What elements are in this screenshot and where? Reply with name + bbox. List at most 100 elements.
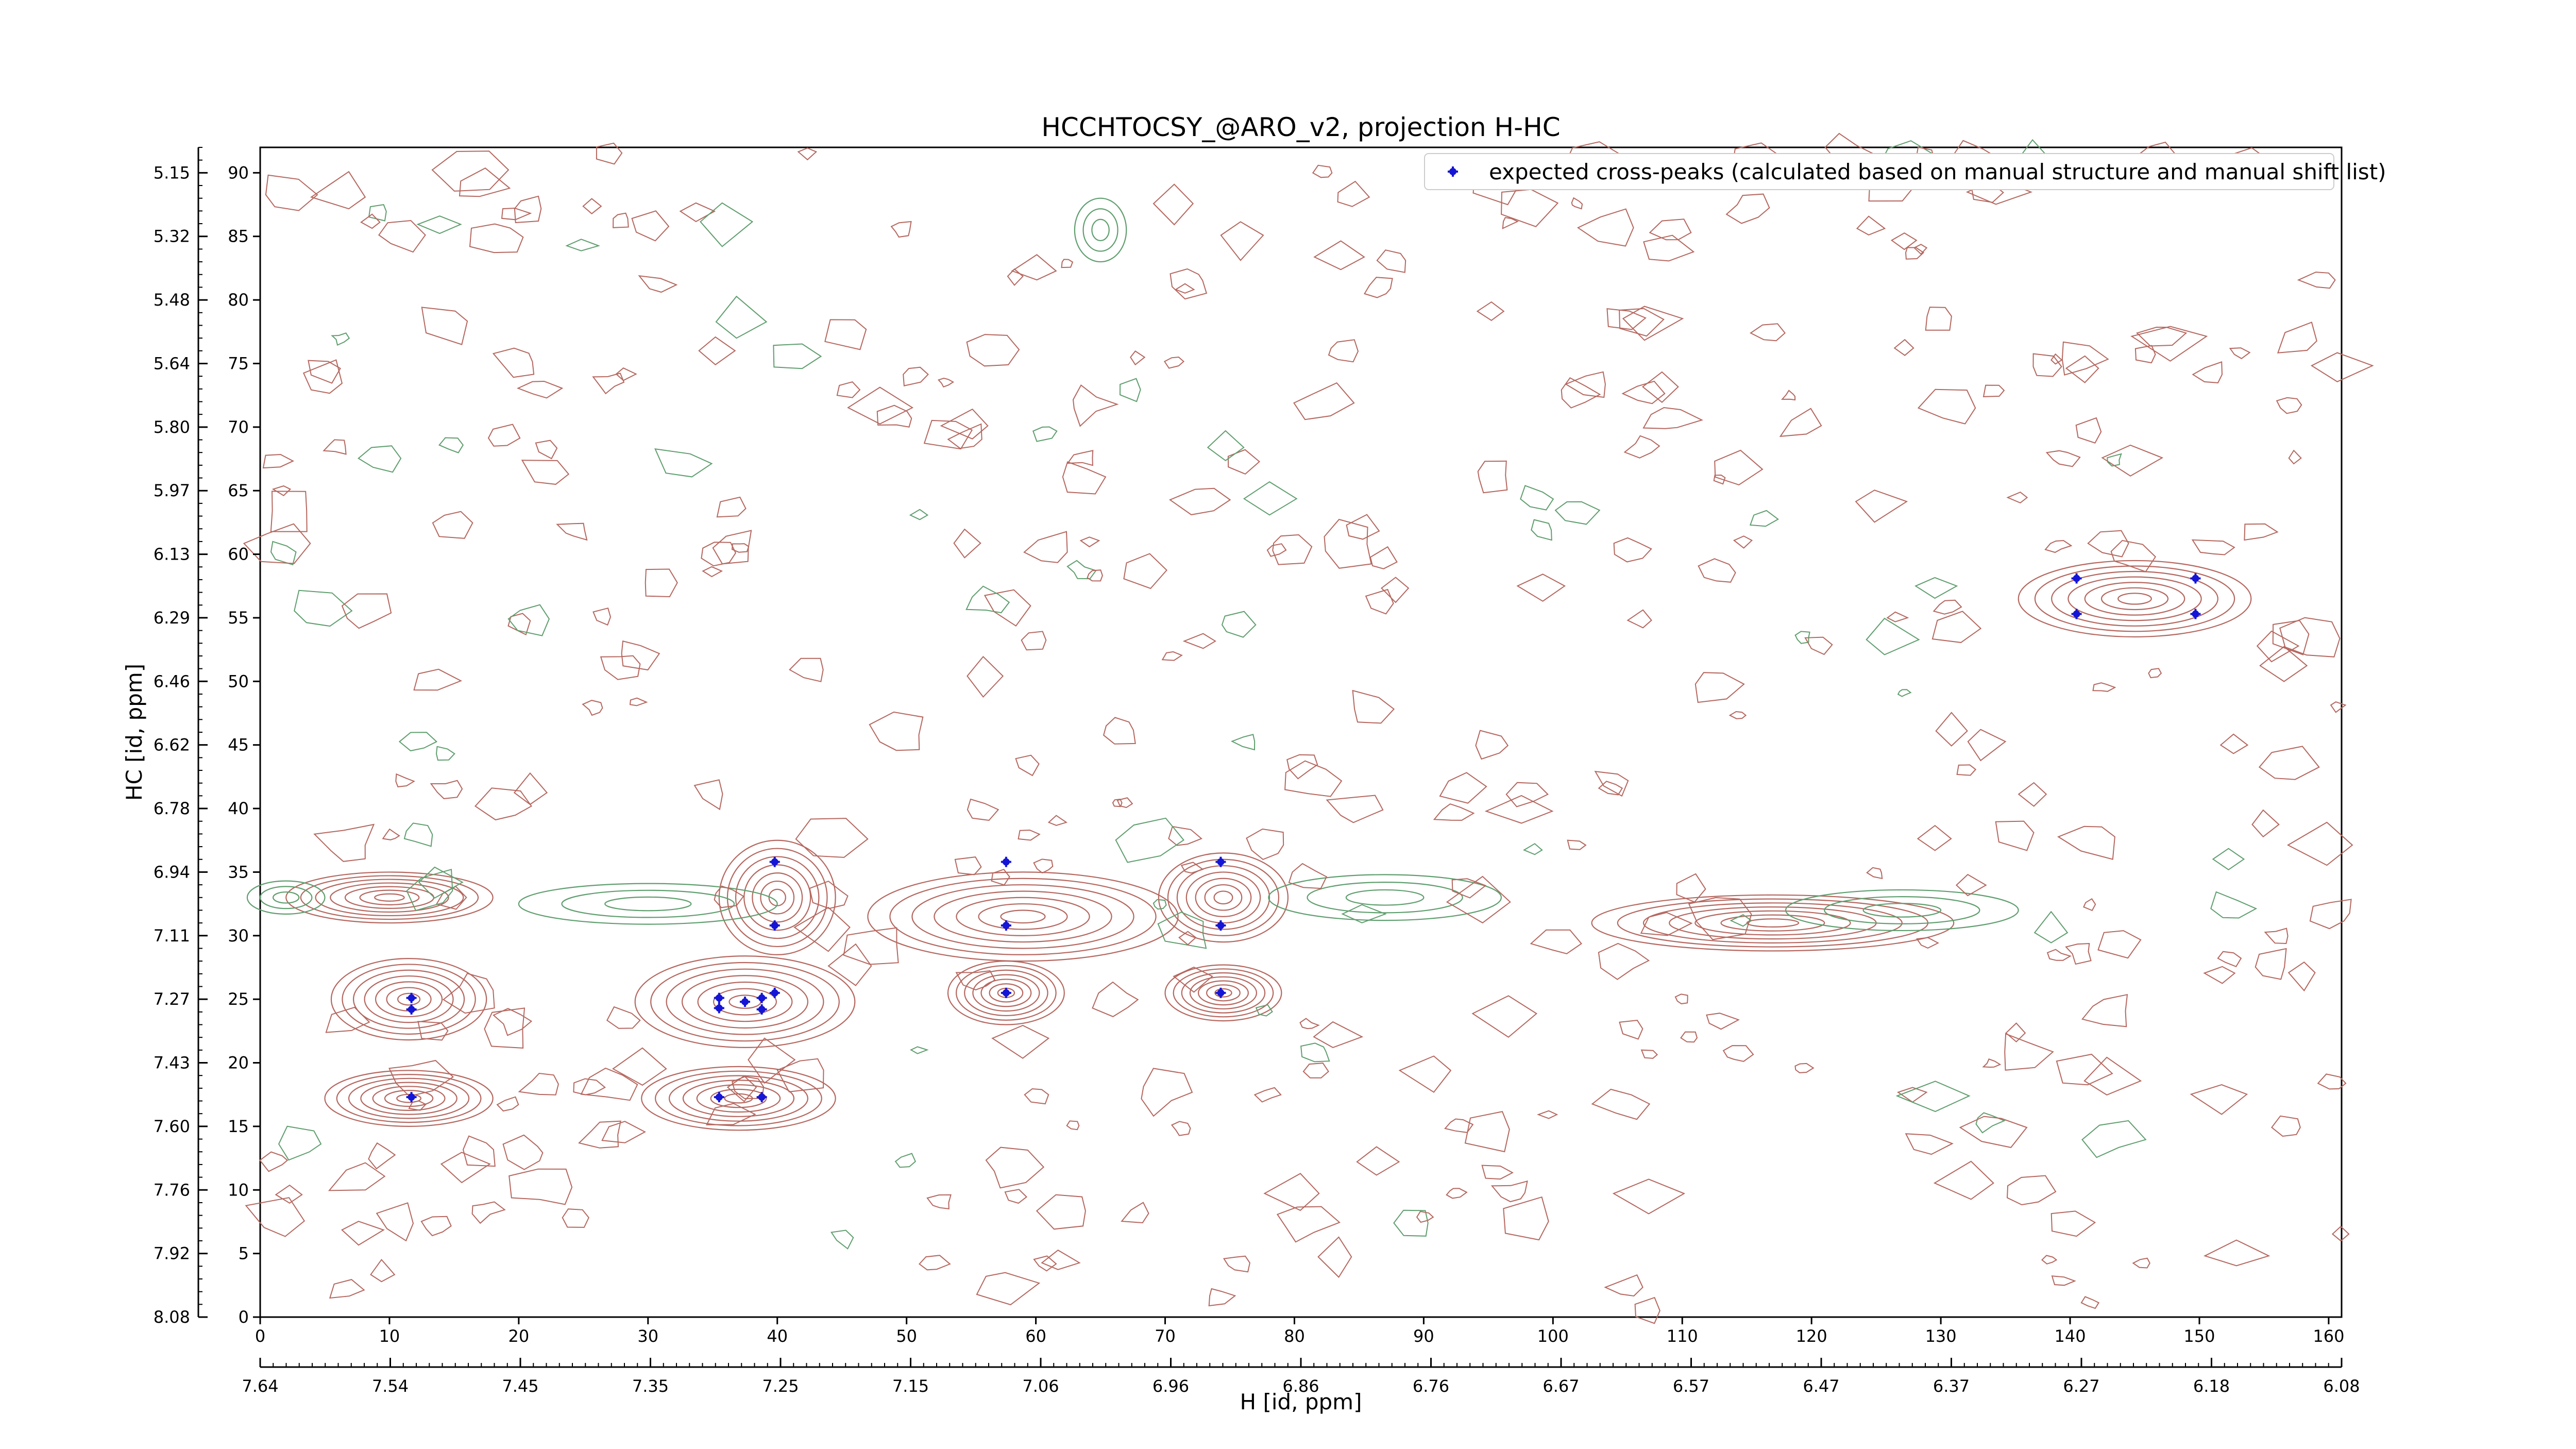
contour-level xyxy=(330,882,449,913)
noise-contour xyxy=(1641,371,1679,403)
noise-contour xyxy=(1612,1178,1686,1215)
noise-contour xyxy=(270,541,297,566)
y-tick-label: 85 xyxy=(228,227,249,246)
noise-contour xyxy=(1501,189,1559,227)
noise-contour xyxy=(592,373,625,395)
noise-contour xyxy=(484,1007,526,1049)
contour-level xyxy=(641,1066,836,1131)
noise-contour xyxy=(582,198,602,214)
noise-contour xyxy=(2083,898,2096,912)
x-ppm-tick-label: 7.25 xyxy=(762,1376,799,1396)
x-tick-label: 80 xyxy=(1284,1326,1305,1346)
contour-level xyxy=(867,871,1179,962)
noise-contour xyxy=(1337,180,1370,207)
noise-contour xyxy=(621,640,660,671)
noise-contour xyxy=(1917,389,1976,425)
noise-contour xyxy=(2203,966,2236,984)
noise-contour xyxy=(294,589,353,627)
x-tick-label: 40 xyxy=(767,1326,788,1346)
noise-contour xyxy=(2046,949,2072,961)
contour-level xyxy=(955,965,1057,1021)
noise-contour xyxy=(416,215,462,234)
noise-contour xyxy=(1066,1120,1080,1131)
noise-contour xyxy=(1328,339,1359,363)
noise-contour xyxy=(1433,803,1475,821)
x-ppm-tick-label: 6.27 xyxy=(2063,1376,2099,1396)
contour-level xyxy=(964,969,1048,1017)
y-tick-label: 35 xyxy=(228,862,249,882)
x-ppm-tick-label: 6.57 xyxy=(1673,1376,1709,1396)
noise-contour xyxy=(1446,1188,1468,1199)
contour-level xyxy=(947,961,1065,1025)
contour-level xyxy=(710,1088,767,1108)
noise-contour xyxy=(1895,1081,1971,1113)
negative-contour-peak xyxy=(518,883,778,925)
noise-contour xyxy=(378,220,426,253)
contour-level xyxy=(634,955,856,1048)
noise-contour xyxy=(1688,897,1752,940)
positive-contour-peak xyxy=(867,871,1179,962)
noise-contour xyxy=(562,1208,589,1228)
y-ppm-tick-label: 5.80 xyxy=(154,417,190,437)
noise-contour xyxy=(496,1096,519,1112)
x-ppm-tick-label: 6.76 xyxy=(1413,1376,1449,1396)
noise-contour xyxy=(502,1134,544,1170)
y-ppm-tick-label: 6.13 xyxy=(154,545,190,564)
contour-level xyxy=(2034,565,2235,632)
contour-level xyxy=(728,995,761,1009)
noise-contour xyxy=(1913,244,1928,255)
noise-contour xyxy=(1221,611,1257,638)
noise-contour xyxy=(1180,862,1204,874)
legend-box xyxy=(1424,153,2334,190)
noise-contour xyxy=(1369,546,1398,569)
noise-contour xyxy=(2050,1210,2096,1237)
noise-contour xyxy=(2092,682,2116,692)
x-tick-label: 100 xyxy=(1537,1326,1569,1346)
noise-contour xyxy=(1163,356,1185,369)
contour-level xyxy=(1167,858,1280,936)
noise-contour xyxy=(601,1121,646,1143)
noise-contour xyxy=(1439,772,1487,804)
noise-contour xyxy=(376,1202,414,1242)
y-ppm-tick-label: 6.46 xyxy=(154,671,190,691)
x-axis-label: H [id, ppm] xyxy=(1240,1389,1362,1414)
x-tick-label: 130 xyxy=(1925,1326,1957,1346)
expected-peak-marker xyxy=(1215,920,1226,931)
contour-level xyxy=(697,981,793,1022)
y-axis-label: HC [id, ppm] xyxy=(122,664,147,801)
expected-peak-marker xyxy=(756,992,767,1003)
noise-contour xyxy=(629,697,648,706)
noise-contour xyxy=(395,773,415,787)
noise-contour xyxy=(1571,197,1583,210)
chart-title: HCCHTOCSY_@ARO_v2, projection H-HC xyxy=(1041,112,1560,142)
noise-contour xyxy=(1866,867,1883,880)
noise-contour xyxy=(1173,966,1213,993)
noise-contour xyxy=(2264,928,2289,945)
noise-contour xyxy=(1346,514,1380,540)
noise-contour xyxy=(1157,912,1207,949)
noise-contour xyxy=(272,485,292,496)
expected-peak-marker xyxy=(769,856,780,867)
contour-level xyxy=(330,958,487,1041)
noise-contour xyxy=(1178,931,1197,946)
noise-contour xyxy=(1893,339,1914,356)
noise-contour xyxy=(600,655,641,680)
expected-peak-marker xyxy=(714,1092,724,1103)
noise-contour xyxy=(1694,672,1745,703)
noise-contour xyxy=(2310,352,2374,382)
noise-contour xyxy=(631,210,670,242)
noise-contour xyxy=(1033,858,1054,874)
expected-peak-marker xyxy=(2190,609,2201,619)
expected-peak-marker xyxy=(769,987,780,998)
noise-contour xyxy=(2080,1296,2100,1309)
noise-contour xyxy=(580,1067,638,1101)
noise-contour xyxy=(1021,631,1047,651)
noise-contour xyxy=(368,1142,396,1170)
contour-level xyxy=(1176,865,1270,930)
noise-contour xyxy=(679,202,716,223)
contour-level xyxy=(1268,874,1502,921)
noise-contour xyxy=(487,424,521,447)
noise-contour xyxy=(1079,536,1100,548)
contour-level xyxy=(911,884,1134,949)
noise-contour xyxy=(2065,355,2099,383)
